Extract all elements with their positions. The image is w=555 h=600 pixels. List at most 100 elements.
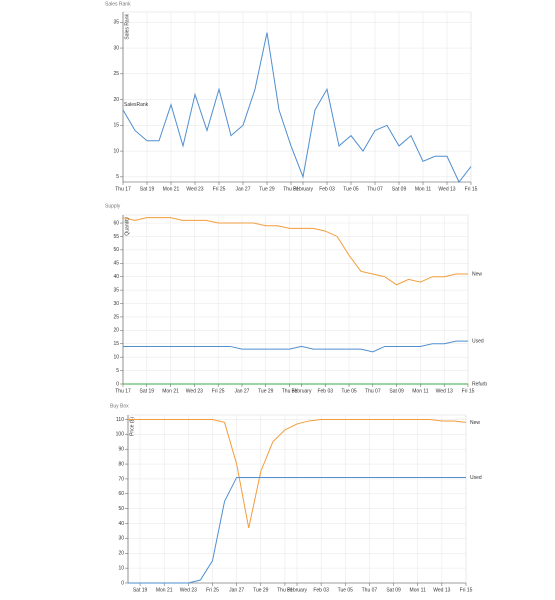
x-tick-label: Mon 21 bbox=[156, 587, 173, 593]
x-tick-label: Tue 29 bbox=[258, 388, 274, 394]
x-tick-label: Wed 13 bbox=[438, 186, 455, 192]
y-tick-label: 0 bbox=[121, 580, 124, 586]
x-tick-label: Thu 07 bbox=[367, 186, 383, 192]
y-tick-label: 40 bbox=[118, 521, 124, 527]
y-tick-label: 30 bbox=[113, 45, 119, 51]
y-tick-label: 60 bbox=[118, 491, 124, 497]
x-tick-label: February bbox=[291, 388, 312, 394]
y-tick-label: 100 bbox=[116, 432, 125, 438]
y-tick-label: 60 bbox=[113, 220, 119, 226]
x-tick-label: Thu 31 bbox=[277, 587, 293, 593]
y-tick-label: 35 bbox=[113, 287, 119, 293]
y-tick-label: 15 bbox=[113, 341, 119, 347]
x-tick-label: Mon 11 bbox=[410, 587, 427, 593]
x-tick-label: Sat 09 bbox=[389, 388, 404, 394]
x-tick-label: Mon 21 bbox=[162, 388, 179, 394]
y-tick-label: 45 bbox=[113, 261, 119, 267]
y-axis-label: Sales Rank bbox=[124, 14, 130, 40]
y-tick-label: 10 bbox=[113, 355, 119, 361]
y-tick-label: 40 bbox=[113, 274, 119, 280]
chart-title: Supply bbox=[105, 203, 121, 209]
y-tick-label: 70 bbox=[118, 476, 124, 482]
y-tick-label: 15 bbox=[113, 123, 119, 129]
x-tick-label: Feb 03 bbox=[317, 388, 333, 394]
chart-title: Buy Box bbox=[110, 403, 129, 409]
x-tick-label: Sat 19 bbox=[140, 186, 155, 192]
x-tick-label: Wed 23 bbox=[186, 186, 203, 192]
x-tick-label: Fri 25 bbox=[206, 587, 219, 593]
series-line bbox=[122, 217, 468, 286]
x-tick-label: February bbox=[293, 186, 314, 192]
y-tick-label: 20 bbox=[113, 328, 119, 334]
x-tick-label: Tue 05 bbox=[341, 388, 357, 394]
series-line bbox=[128, 476, 466, 584]
series-label: New bbox=[472, 271, 482, 277]
y-tick-label: 55 bbox=[113, 234, 119, 240]
y-tick-label: 25 bbox=[113, 71, 119, 77]
x-tick-label: Fri 25 bbox=[212, 388, 225, 394]
y-tick-label: 5 bbox=[116, 368, 119, 374]
y-tick-label: 20 bbox=[118, 551, 124, 557]
x-tick-label: Wed 13 bbox=[436, 388, 453, 394]
y-tick-label: 5 bbox=[116, 174, 119, 180]
x-tick-label: Mon 11 bbox=[415, 186, 432, 192]
x-tick-label: Wed 13 bbox=[433, 587, 450, 593]
chart-title: Sales Rank bbox=[105, 1, 131, 7]
x-tick-label: Mon 11 bbox=[412, 388, 429, 394]
x-tick-label: Fri 15 bbox=[462, 388, 475, 394]
plot-area bbox=[122, 214, 469, 385]
series-line bbox=[123, 340, 468, 353]
x-tick-label: Tue 29 bbox=[253, 587, 269, 593]
x-tick-label: Feb 03 bbox=[319, 186, 335, 192]
x-tick-label: Jan 27 bbox=[229, 587, 244, 593]
x-tick-label: Thu 17 bbox=[115, 388, 131, 394]
x-tick-label: Thu 07 bbox=[365, 388, 381, 394]
y-axis-label: Price ($) bbox=[129, 417, 135, 436]
y-tick-label: 30 bbox=[118, 536, 124, 542]
x-tick-label: Thu 31 bbox=[282, 388, 298, 394]
x-tick-label: February bbox=[287, 587, 308, 593]
plot-area bbox=[122, 11, 472, 183]
x-tick-label: Tue 05 bbox=[338, 587, 354, 593]
x-tick-label: Sat 09 bbox=[386, 587, 401, 593]
y-tick-label: 30 bbox=[113, 301, 119, 307]
x-tick-label: Mon 21 bbox=[163, 186, 180, 192]
x-tick-label: Sat 19 bbox=[140, 388, 155, 394]
y-tick-label: 25 bbox=[113, 314, 119, 320]
x-tick-label: Fri 25 bbox=[213, 186, 226, 192]
y-axis-label: Quantity bbox=[124, 217, 130, 236]
x-tick-label: Wed 23 bbox=[180, 587, 197, 593]
series-line bbox=[128, 418, 467, 529]
series-label: Used bbox=[472, 338, 484, 344]
x-tick-label: Thu 07 bbox=[362, 587, 378, 593]
y-tick-label: 35 bbox=[113, 20, 119, 26]
x-tick-label: Sat 19 bbox=[133, 587, 148, 593]
y-tick-label: 10 bbox=[113, 148, 119, 154]
y-tick-label: 80 bbox=[118, 461, 124, 467]
y-tick-label: 10 bbox=[118, 565, 124, 571]
y-tick-label: 20 bbox=[113, 97, 119, 103]
y-tick-label: 50 bbox=[118, 506, 124, 512]
x-tick-label: Thu 31 bbox=[283, 186, 299, 192]
x-tick-label: Tue 29 bbox=[259, 186, 275, 192]
x-tick-label: Sat 09 bbox=[392, 186, 407, 192]
x-tick-label: Thu 17 bbox=[115, 186, 131, 192]
x-tick-label: Wed 23 bbox=[186, 388, 203, 394]
x-tick-label: Feb 03 bbox=[313, 587, 329, 593]
x-tick-label: Fri 15 bbox=[460, 587, 473, 593]
series-label: SalesRank bbox=[124, 102, 149, 108]
series-label: Used bbox=[470, 475, 482, 481]
series-line bbox=[122, 32, 472, 183]
y-tick-label: 110 bbox=[116, 417, 124, 423]
x-tick-label: Tue 05 bbox=[343, 186, 359, 192]
y-tick-label: 50 bbox=[113, 247, 119, 253]
series-label: New bbox=[470, 420, 480, 426]
x-tick-label: Fri 15 bbox=[465, 186, 478, 192]
series-label: Refurb bbox=[472, 381, 487, 387]
x-tick-label: Jan 27 bbox=[235, 186, 250, 192]
y-tick-label: 0 bbox=[116, 381, 119, 387]
x-tick-label: Jan 27 bbox=[234, 388, 249, 394]
y-tick-label: 90 bbox=[118, 447, 124, 453]
